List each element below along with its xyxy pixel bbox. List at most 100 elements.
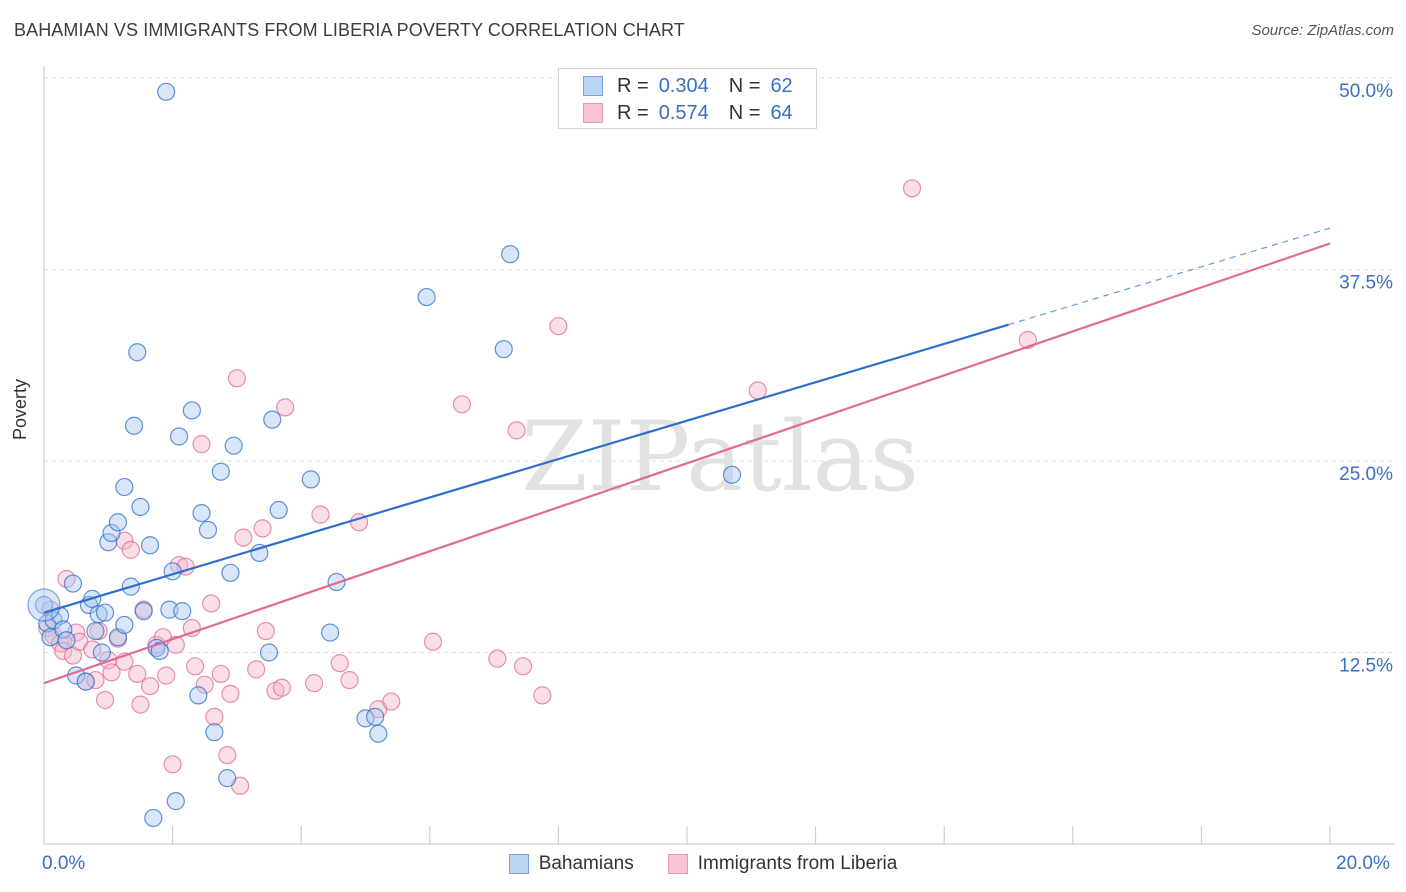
axes bbox=[43, 66, 1395, 845]
blue-swatch bbox=[583, 76, 603, 96]
pink-point bbox=[513, 657, 533, 676]
blue-point bbox=[115, 615, 134, 635]
y-tick-label: 12.5% bbox=[1339, 656, 1393, 677]
blue-point bbox=[501, 245, 520, 264]
chart-title: BAHAMIAN VS IMMIGRANTS FROM LIBERIA POVE… bbox=[14, 20, 685, 40]
pink-point bbox=[163, 755, 182, 774]
blue-point bbox=[211, 462, 230, 481]
pink-point bbox=[227, 369, 246, 388]
trend-line-bahamians-extension bbox=[1008, 227, 1331, 326]
blue-point bbox=[108, 513, 128, 532]
r-label: R = bbox=[617, 101, 649, 124]
pink-point bbox=[211, 664, 230, 684]
blue-point bbox=[173, 602, 192, 621]
blue-point bbox=[189, 686, 208, 705]
blue-point bbox=[494, 340, 513, 359]
blue-point bbox=[34, 595, 54, 615]
pink-point bbox=[276, 398, 295, 417]
blue-point bbox=[124, 416, 144, 435]
pink-swatch bbox=[667, 854, 688, 874]
legend-item-liberia[interactable]: Immigrants from Liberia bbox=[667, 852, 898, 876]
blue-point bbox=[128, 343, 147, 362]
stats-row-liberia: R = 0.574 N = 64 bbox=[583, 101, 797, 125]
blue-point bbox=[131, 497, 150, 517]
blue-point bbox=[89, 605, 108, 624]
pink-point bbox=[533, 686, 552, 705]
blue-swatch bbox=[508, 854, 529, 874]
pink-swatch bbox=[583, 103, 603, 123]
pink-point bbox=[382, 692, 401, 711]
blue-point bbox=[263, 410, 282, 429]
blue-points-layer bbox=[27, 82, 742, 828]
pink-point bbox=[256, 621, 275, 641]
pink-point bbox=[507, 421, 526, 440]
blue-point bbox=[722, 465, 742, 484]
legend-label: Bahamians bbox=[538, 853, 634, 874]
pink-point bbox=[95, 690, 115, 710]
n-label: N = bbox=[728, 101, 761, 124]
r-value: 0.304 bbox=[658, 74, 709, 97]
blue-point bbox=[140, 536, 160, 555]
blue-point bbox=[76, 672, 95, 691]
pink-point bbox=[218, 746, 237, 765]
blue-point bbox=[301, 470, 320, 489]
watermark: ZIPatlas bbox=[521, 401, 919, 513]
pink-point bbox=[452, 395, 472, 414]
blue-point bbox=[102, 523, 121, 543]
blue-point bbox=[57, 631, 76, 650]
blue-point bbox=[166, 792, 185, 811]
legend-label: Immigrants from Liberia bbox=[697, 853, 898, 874]
pink-point bbox=[54, 641, 73, 661]
y-tick-label: 37.5% bbox=[1339, 273, 1393, 294]
y-tick-label: 50.0% bbox=[1339, 81, 1393, 102]
pink-point bbox=[748, 381, 767, 400]
pink-point bbox=[157, 666, 176, 685]
pink-point bbox=[186, 657, 205, 676]
blue-point bbox=[259, 643, 279, 662]
n-label: N = bbox=[728, 74, 761, 97]
blue-point bbox=[224, 436, 243, 455]
legend-item-bahamians[interactable]: Bahamians bbox=[508, 852, 634, 876]
blue-point bbox=[321, 623, 340, 642]
pink-point bbox=[549, 317, 568, 336]
r-label: R = bbox=[617, 74, 649, 97]
y-tick-labels: 12.5% 25.0% 37.5% 50.0% bbox=[1339, 81, 1393, 677]
blue-point-large bbox=[27, 588, 61, 622]
blue-point bbox=[192, 503, 211, 523]
blue-point bbox=[366, 707, 385, 726]
pink-point bbox=[902, 179, 922, 198]
blue-point bbox=[198, 520, 218, 540]
n-value: 62 bbox=[770, 74, 793, 97]
r-value: 0.574 bbox=[658, 101, 709, 124]
blue-point bbox=[54, 620, 73, 639]
x-tick-label-min: 0.0% bbox=[42, 853, 86, 874]
blue-point bbox=[417, 287, 436, 307]
blue-point bbox=[157, 82, 176, 101]
pink-point bbox=[221, 684, 240, 703]
pink-point bbox=[253, 519, 272, 538]
blue-point bbox=[144, 808, 163, 828]
pink-point bbox=[121, 540, 140, 559]
pink-point bbox=[340, 670, 359, 690]
pink-point bbox=[195, 675, 214, 694]
pink-point bbox=[272, 678, 292, 697]
series-legend: Bahamians Immigrants from Liberia bbox=[0, 852, 1406, 876]
pink-point bbox=[205, 707, 224, 726]
blue-point bbox=[205, 723, 224, 742]
pink-point bbox=[192, 435, 211, 454]
pink-point bbox=[57, 569, 76, 589]
blue-point bbox=[182, 401, 201, 420]
source-label: Source: ZipAtlas.com bbox=[1251, 22, 1394, 39]
blue-point bbox=[63, 574, 83, 593]
pink-point bbox=[488, 649, 507, 668]
trend-line-liberia bbox=[43, 242, 1331, 685]
pink-point bbox=[234, 528, 253, 547]
trend-lines bbox=[43, 227, 1331, 685]
pink-point bbox=[102, 663, 121, 682]
pink-point bbox=[140, 677, 160, 696]
y-tick-label: 25.0% bbox=[1339, 464, 1393, 485]
stats-legend: R = 0.304 N = 62 R = 0.574 N = 64 bbox=[558, 68, 817, 129]
blue-point bbox=[169, 427, 189, 446]
blue-point bbox=[134, 602, 153, 621]
